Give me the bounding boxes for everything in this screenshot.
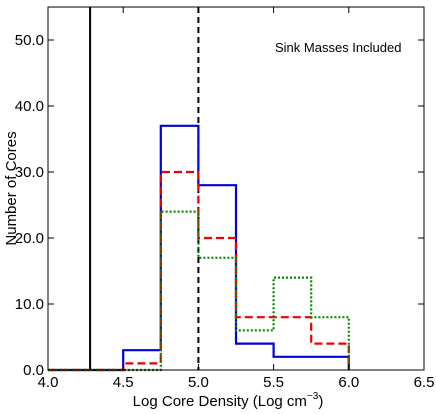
y-tick-label: 50.0 — [15, 32, 44, 49]
reference-lines — [89, 7, 200, 370]
x-tick-label: 4.5 — [113, 374, 134, 391]
annotation-text: Sink Masses Included — [275, 40, 401, 55]
x-axis-label-sup: −3 — [307, 391, 319, 402]
x-axis-label-tail: ) — [318, 393, 323, 410]
y-tick-label: 0.0 — [23, 362, 44, 379]
x-axis-label: Log Core Density (Log cm−3) — [133, 391, 324, 410]
y-tick-label: 40.0 — [15, 98, 44, 115]
series-line-2 — [48, 210, 350, 372]
x-tick-label: 5.0 — [188, 374, 209, 391]
x-tick-label: 4.0 — [38, 374, 59, 391]
axis-ticks: 4.0 4.5 5.0 5.5 6.0 6.5 0.0 10.0 20.0 30.0 40.0 50.… — [15, 7, 435, 391]
y-tick-label: 30.0 — [15, 164, 44, 181]
y-tick-label: 20.0 — [15, 230, 44, 247]
y-axis-label: Number of Cores — [3, 131, 20, 245]
plot-frame — [47, 6, 425, 371]
y-tick-label: 10.0 — [15, 296, 44, 313]
x-tick-label: 5.5 — [263, 374, 284, 391]
series-layer — [48, 124, 350, 372]
x-tick-label: 6.5 — [414, 374, 435, 391]
x-axis-label-main: Log Core Density (Log cm — [133, 393, 307, 410]
x-tick-label: 6.0 — [338, 374, 359, 391]
